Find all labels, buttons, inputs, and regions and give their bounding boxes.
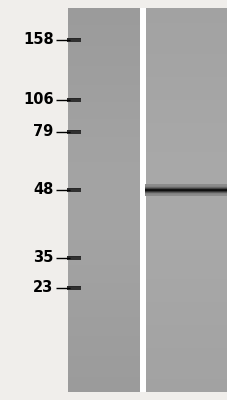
- Text: 48: 48: [33, 182, 53, 198]
- Text: 106: 106: [23, 92, 53, 108]
- Text: 23: 23: [33, 280, 53, 296]
- Text: 158: 158: [23, 32, 53, 48]
- Text: 79: 79: [33, 124, 53, 140]
- Text: 35: 35: [33, 250, 53, 266]
